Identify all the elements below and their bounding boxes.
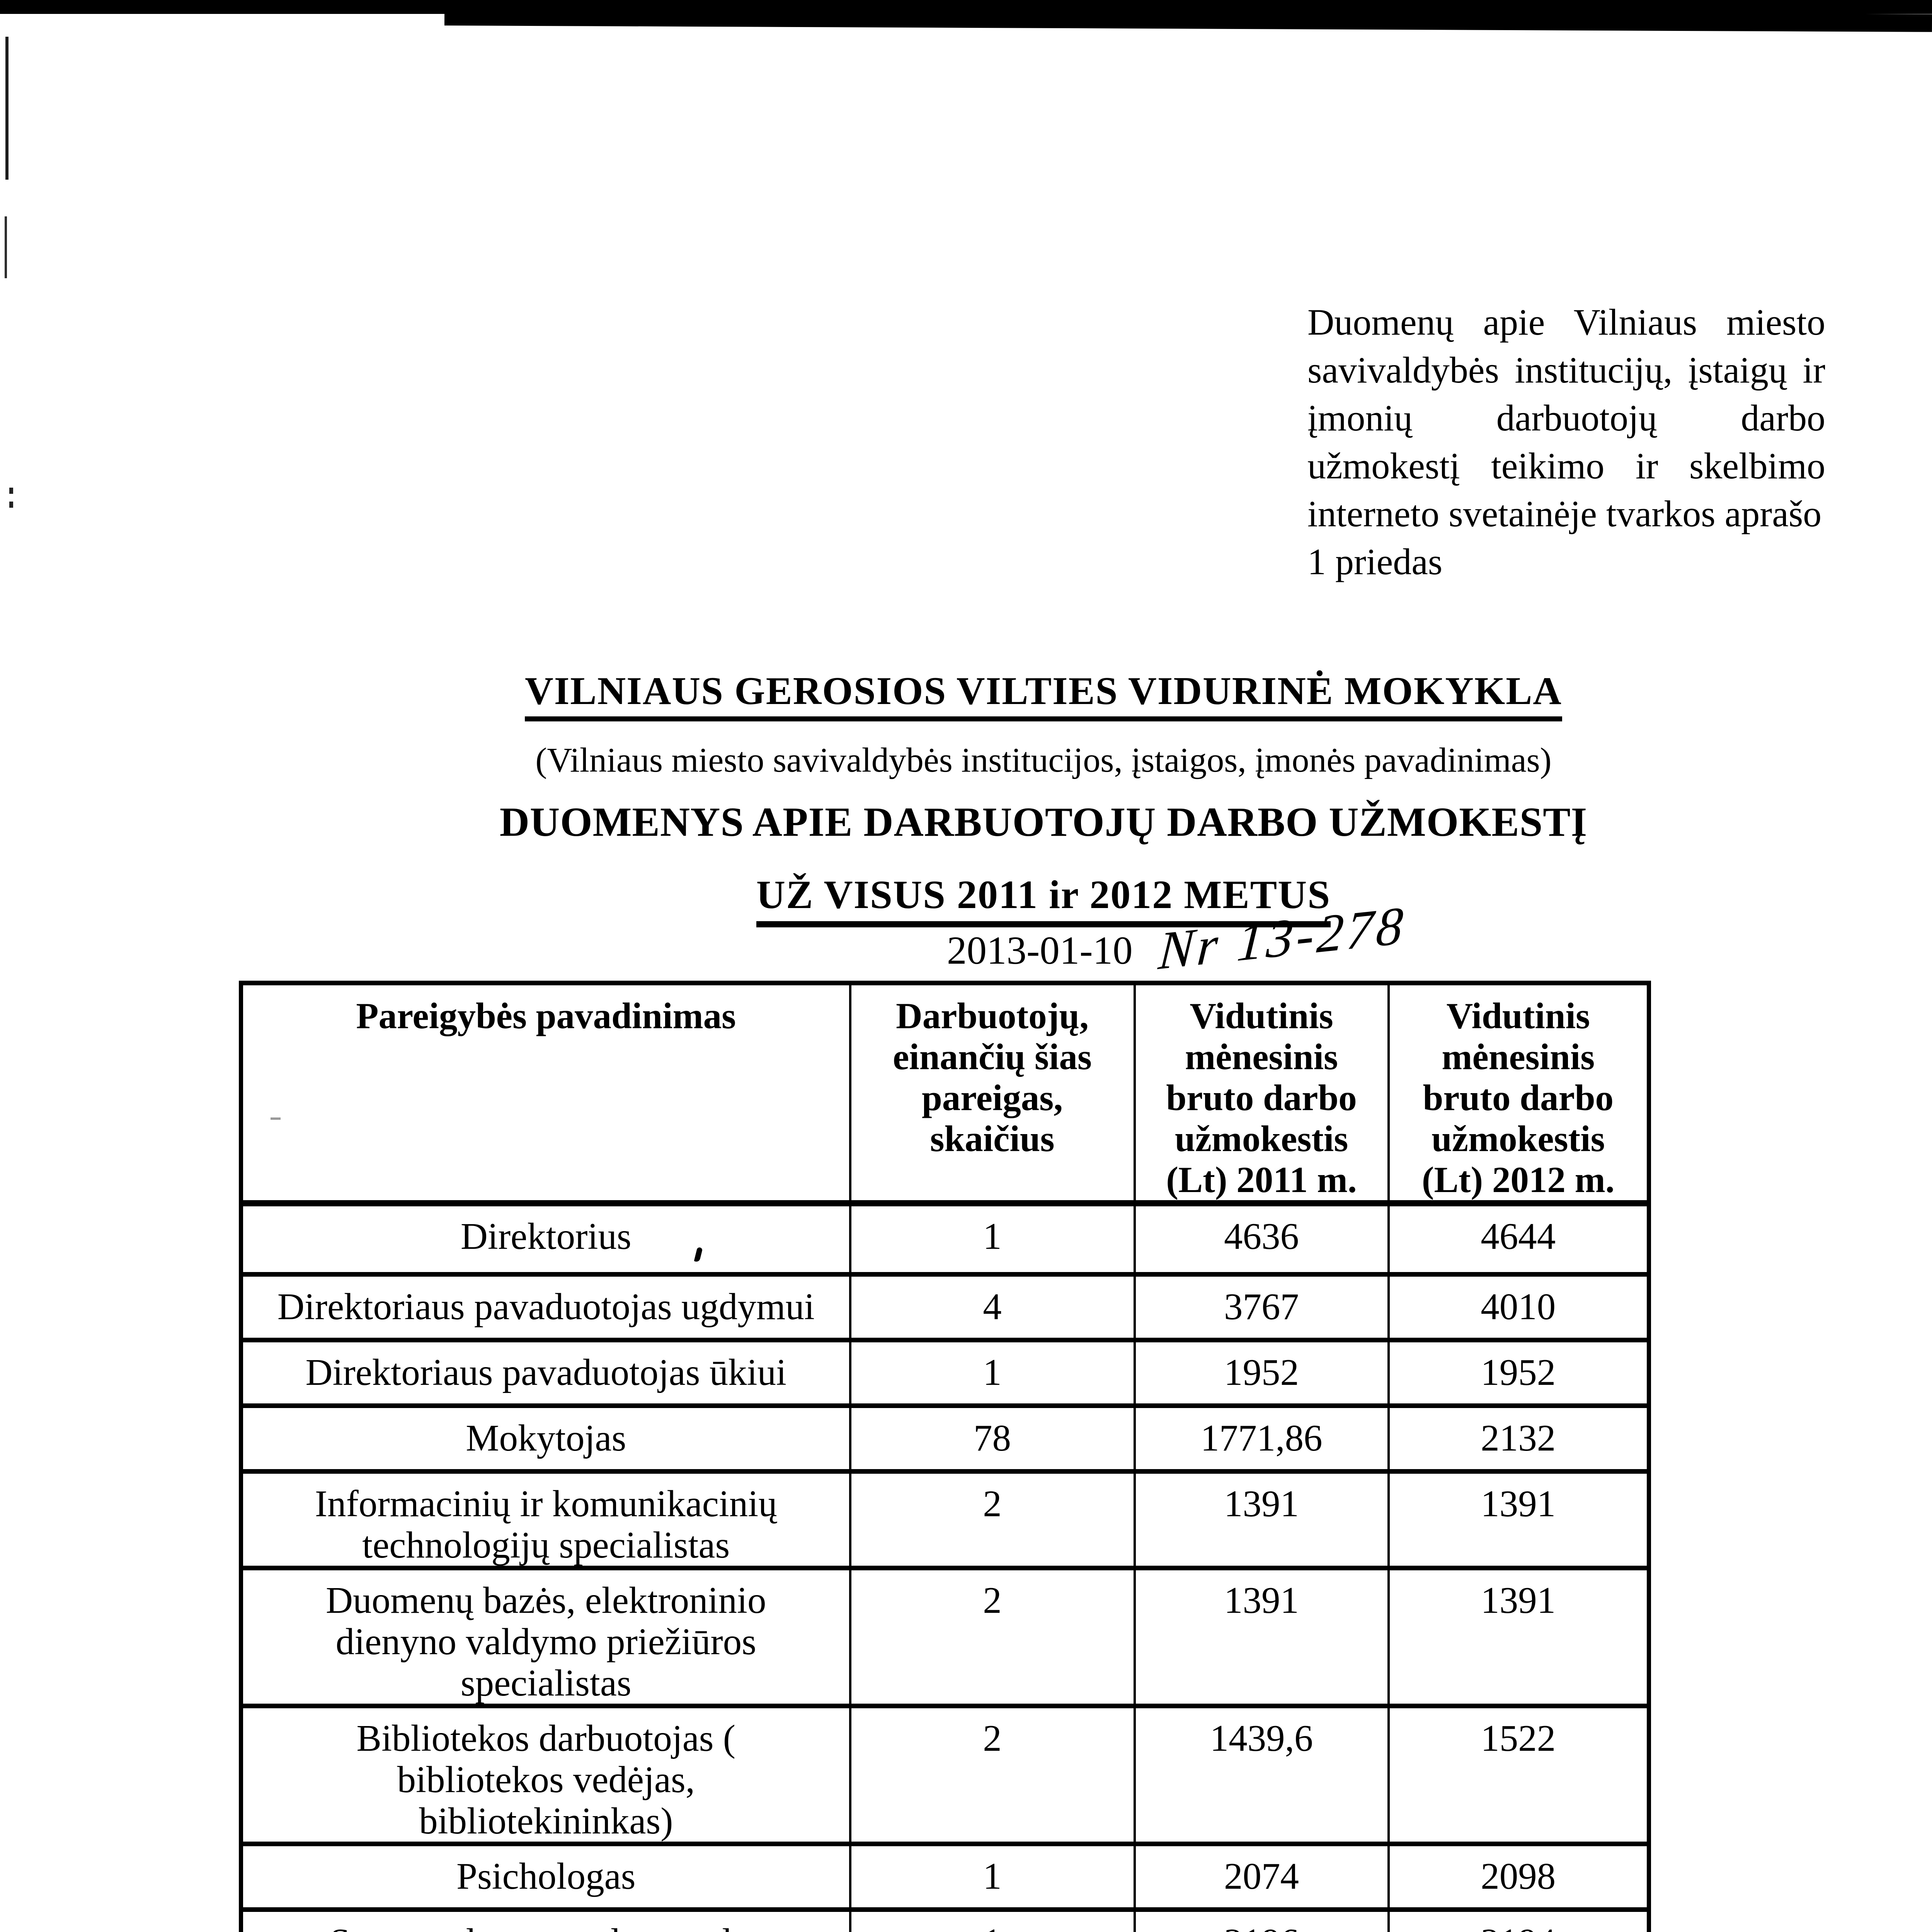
corner-note: Duomenų apie Vilniaus miesto savivaldybė… [1307, 298, 1825, 586]
employee-count-cell: 2 [849, 1469, 1136, 1570]
school-name-note: (Vilniaus miesto savivaldybės institucij… [535, 741, 1552, 779]
salary-2012-cell: 1391 [1387, 1469, 1650, 1570]
table-row: Mokytojas 78 1771,86 2132 [240, 1403, 1650, 1474]
column-header-salary-2012: Vidutinis mėnesinis bruto darbo užmokest… [1387, 981, 1650, 1206]
position-cell: Direktorius [240, 1201, 851, 1277]
salary-2012-cell: 2194 [1387, 1907, 1650, 1932]
salary-2011-cell: 1391 [1133, 1469, 1390, 1570]
salary-2012-cell: 1952 [1387, 1338, 1650, 1408]
document-period-text: UŽ VISUS 2011 ir 2012 METUS [756, 875, 1331, 927]
position-cell: Bibliotekos darbuotojas ( bibliotekos ve… [240, 1704, 851, 1846]
position-cell: Duomenų bazės, elektroninio dienyno vald… [240, 1566, 851, 1708]
table-row: Direktoriaus pavaduotojas ūkiui 1 1952 1952 [240, 1338, 1650, 1408]
salary-2011-cell: 2196 [1133, 1907, 1390, 1932]
salary-2012-cell: 1522 [1387, 1704, 1650, 1846]
header-row: Pareigybės pavadinimas Darbuotojų, einan… [240, 981, 1650, 1206]
scan-artifact-left-edge-line [5, 37, 9, 180]
position-cell: Spec. pedagogas - logopedas [240, 1907, 851, 1932]
school-name-text: VILNIAUS GEROSIOS VILTIES VIDURINĖ MOKYK… [525, 672, 1562, 721]
school-name-title: VILNIAUS GEROSIOS VILTIES VIDURINĖ MOKYK… [386, 672, 1701, 721]
corner-note-attachment: 1 priedas [1307, 541, 1443, 582]
date-line: 2013-01-10 Nr 13-278 [947, 895, 1408, 981]
table-row: Bibliotekos darbuotojas ( bibliotekos ve… [240, 1704, 1650, 1846]
document-period-line: UŽ VISUS 2011 ir 2012 METUS [386, 875, 1701, 927]
position-cell: Mokytojas [240, 1403, 851, 1474]
salary-2012-cell: 4010 [1387, 1272, 1650, 1342]
salary-2012-cell: 1391 [1387, 1566, 1650, 1708]
salary-2011-cell: 1952 [1133, 1338, 1390, 1408]
employee-count-cell: 1 [849, 1842, 1136, 1912]
title-block: VILNIAUS GEROSIOS VILTIES VIDURINĖ MOKYK… [386, 672, 1701, 927]
employee-count-cell: 2 [849, 1704, 1136, 1846]
employee-count-cell: 1 [849, 1201, 1136, 1277]
salary-2011-cell: 1391 [1133, 1566, 1390, 1708]
salary-table-header: Pareigybės pavadinimas Darbuotojų, einan… [240, 981, 1650, 1206]
salary-2012-cell: 2132 [1387, 1403, 1650, 1474]
salary-table: Pareigybės pavadinimas Darbuotojų, einan… [239, 981, 1651, 1932]
corner-note-text: Duomenų apie Vilniaus miesto savivaldybė… [1307, 301, 1825, 534]
salary-2011-cell: 4636 [1133, 1201, 1390, 1277]
salary-2011-cell: 2074 [1133, 1842, 1390, 1912]
salary-2012-cell: 4644 [1387, 1201, 1650, 1277]
table-row: Informacinių ir komunikacinių technologi… [240, 1469, 1650, 1570]
document-date: 2013-01-10 [947, 929, 1133, 973]
salary-2011-cell: 3767 [1133, 1272, 1390, 1342]
position-cell: Informacinių ir komunikacinių technologi… [240, 1469, 851, 1570]
salary-2011-cell: 1439,6 [1133, 1704, 1390, 1846]
salary-table-body: Direktorius 1 4636 4644 Direktoriaus pavaduo… [240, 1201, 1650, 1932]
column-header-salary-2011: Vidutinis mėnesinis bruto darbo užmokest… [1133, 981, 1390, 1206]
scan-artifact-left-edge-line [5, 216, 7, 278]
table-row: Spec. pedagogas - logopedas121962194 [240, 1907, 1650, 1932]
salary-2012-cell: 2098 [1387, 1842, 1650, 1912]
employee-count-cell: 1 [849, 1338, 1136, 1408]
position-cell: Psichologas [240, 1842, 851, 1912]
employee-count-cell: 1 [849, 1907, 1136, 1932]
position-cell: Direktoriaus pavaduotojas ugdymui [240, 1272, 851, 1342]
position-cell: Direktoriaus pavaduotojas ūkiui [240, 1338, 851, 1408]
column-header-position: Pareigybės pavadinimas [240, 981, 851, 1206]
employee-count-cell: 4 [849, 1272, 1136, 1342]
employee-count-cell: 2 [849, 1566, 1136, 1708]
table-row: Duomenų bazės, elektroninio dienyno vald… [240, 1566, 1650, 1708]
table-row: Direktoriaus pavaduotojas ugdymui 4 3767 40… [240, 1272, 1650, 1342]
column-header-employees: Darbuotojų, einančių šias pareigas, skai… [849, 981, 1136, 1206]
scan-artifact-left-edge-mark [9, 488, 13, 494]
table-row: Psichologas 1 2074 2098 [240, 1842, 1650, 1912]
document-title: DUOMENYS APIE DARBUOTOJŲ DARBO UŽMOKESTĮ [499, 799, 1588, 845]
salary-2011-cell: 1771,86 [1133, 1403, 1390, 1474]
table-row: Direktorius 1 4636 4644 [240, 1201, 1650, 1277]
employee-count-cell: 78 [849, 1403, 1136, 1474]
